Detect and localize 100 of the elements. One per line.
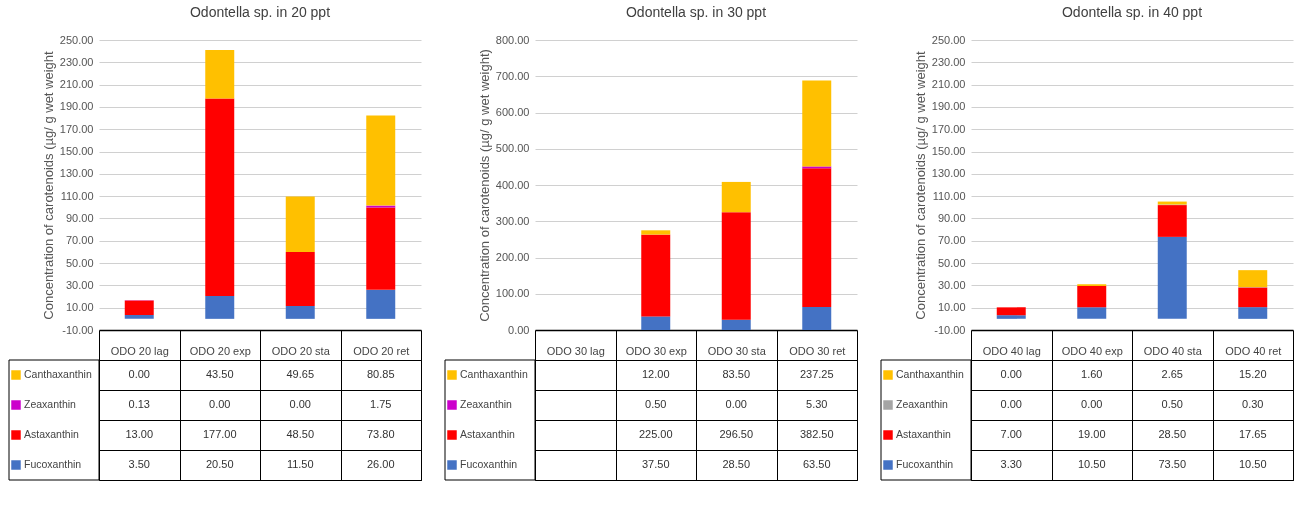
y-tick-label: 250.00 [59, 33, 94, 46]
y-tick-label: 230.00 [931, 55, 966, 68]
data-label: 0.50 [1161, 398, 1183, 410]
y-tick-label: 90.00 [937, 211, 966, 224]
data-label: 5.30 [806, 398, 828, 410]
data-label: 0.00 [209, 398, 231, 410]
x-tick-label: ODO 30 exp [625, 344, 687, 357]
x-tick-label: ODO 30 ret [789, 344, 846, 357]
data-label: 15.20 [1238, 368, 1267, 380]
data-label: 43.50 [205, 368, 234, 380]
legend-label: Astaxanthin [460, 428, 516, 440]
x-tick-label: ODO 20 lag [110, 344, 169, 357]
y-tick-label: 10.00 [65, 301, 94, 314]
legend-label: Zeaxanthin [460, 398, 513, 410]
y-axis-title: Concentration of carotenoids (µg/ g wet weight [40, 50, 56, 320]
y-tick-label: 0.00 [508, 323, 530, 336]
y-tick-label: 200.00 [495, 251, 530, 263]
data-label: 225.00 [638, 428, 673, 440]
y-tick-label: 250.00 [931, 33, 966, 46]
y-tick-label: 70.00 [937, 234, 966, 247]
legend-label: Zeaxanthin [24, 398, 77, 410]
data-label: 0.50 [645, 398, 667, 410]
y-tick-label: 210.00 [931, 78, 966, 91]
x-tick-label: ODO 20 exp [189, 344, 251, 357]
legend-label: Zeaxanthin [896, 398, 949, 410]
data-label: 48.50 [286, 428, 315, 440]
legend-label: Astaxanthin [896, 428, 952, 440]
data-label: 382.50 [799, 428, 834, 440]
data-label: 12.00 [641, 368, 670, 380]
chart-title: Odontella sp. in 30 ppt [625, 4, 767, 20]
y-axis-title: Concentration of carotenoids (µg/ g wet weight) [476, 49, 492, 322]
x-tick-label: ODO 40 lag [982, 344, 1041, 357]
data-label: 37.50 [641, 458, 670, 470]
x-tick-label: ODO 20 sta [271, 344, 331, 357]
chart-title: Odontella sp. in 40 ppt [1061, 4, 1203, 20]
data-label: 0.00 [1000, 398, 1022, 410]
x-tick-label: ODO 40 sta [1143, 344, 1203, 357]
data-label: 0.00 [725, 398, 747, 410]
y-tick-label: 400.00 [495, 178, 530, 191]
y-tick-label: 150.00 [59, 145, 94, 158]
y-tick-label: 110.00 [932, 189, 966, 202]
data-label: 28.50 [722, 458, 751, 470]
data-label: 28.50 [1158, 428, 1187, 440]
x-tick-label: ODO 40 exp [1061, 344, 1123, 357]
data-label: 7.00 [1000, 428, 1022, 440]
y-tick-label: 150.00 [931, 145, 966, 158]
data-label: 3.50 [128, 458, 150, 470]
data-label: 17.65 [1238, 428, 1267, 440]
data-label: 63.50 [802, 458, 831, 470]
data-label: 0.30 [1242, 398, 1264, 410]
y-tick-label: 170.00 [59, 122, 94, 135]
x-tick-label: ODO 20 ret [353, 344, 410, 357]
y-tick-label: 170.00 [931, 122, 966, 135]
data-label: 26.00 [366, 458, 395, 470]
y-tick-label: -10.00 [62, 323, 94, 336]
legend-label: Fucoxanthin [896, 458, 954, 470]
y-tick-label: 70.00 [65, 234, 94, 247]
y-tick-label: 800.00 [495, 33, 530, 46]
y-tick-label: 110.00 [60, 189, 94, 202]
y-tick-label: 100.00 [495, 287, 530, 300]
data-label: 19.00 [1077, 428, 1106, 440]
data-label: 177.00 [202, 428, 237, 440]
y-tick-label: 190.00 [59, 100, 94, 113]
y-tick-label: 700.00 [495, 69, 530, 82]
legend-label: Canthaxanthin [24, 368, 92, 380]
legend-label: Astaxanthin [24, 428, 80, 440]
data-label: 10.50 [1238, 458, 1267, 470]
data-label: 80.85 [366, 368, 395, 380]
y-tick-label: 500.00 [495, 142, 530, 155]
legend-label: Canthaxanthin [460, 368, 528, 380]
data-label: 1.75 [370, 398, 392, 410]
data-label: 49.65 [286, 368, 315, 380]
y-tick-label: 30.00 [65, 278, 94, 291]
y-tick-label: 600.00 [495, 106, 530, 118]
y-tick-label: 230.00 [59, 55, 94, 68]
data-label: 11.50 [286, 458, 314, 470]
y-tick-label: 50.00 [65, 256, 94, 269]
data-label: 3.30 [1000, 458, 1022, 470]
data-label: 0.00 [1081, 398, 1103, 410]
data-label: 296.50 [719, 428, 754, 440]
data-label: 83.50 [722, 368, 751, 380]
y-tick-label: 130.00 [931, 167, 966, 180]
legend-label: Canthaxanthin [896, 368, 964, 380]
x-tick-label: ODO 30 sta [707, 344, 767, 357]
y-tick-label: 30.00 [937, 278, 966, 291]
chart-title: Odontella sp. in 20 ppt [189, 4, 331, 20]
y-tick-label: 50.00 [937, 256, 966, 269]
legend-label: Fucoxanthin [24, 458, 82, 470]
legend-label: Fucoxanthin [460, 458, 518, 470]
data-label: 73.50 [1158, 458, 1187, 470]
y-tick-label: 90.00 [65, 211, 94, 224]
x-tick-label: ODO 30 lag [546, 344, 605, 357]
data-label: 73.80 [366, 428, 395, 440]
y-tick-label: 190.00 [931, 100, 966, 113]
data-label: 13.00 [125, 428, 154, 440]
y-tick-label: 210.00 [59, 78, 94, 91]
y-tick-label: 10.00 [937, 301, 966, 314]
data-label: 20.50 [205, 458, 234, 470]
y-tick-label: 130.00 [59, 167, 94, 180]
data-label: 237.25 [799, 368, 834, 380]
